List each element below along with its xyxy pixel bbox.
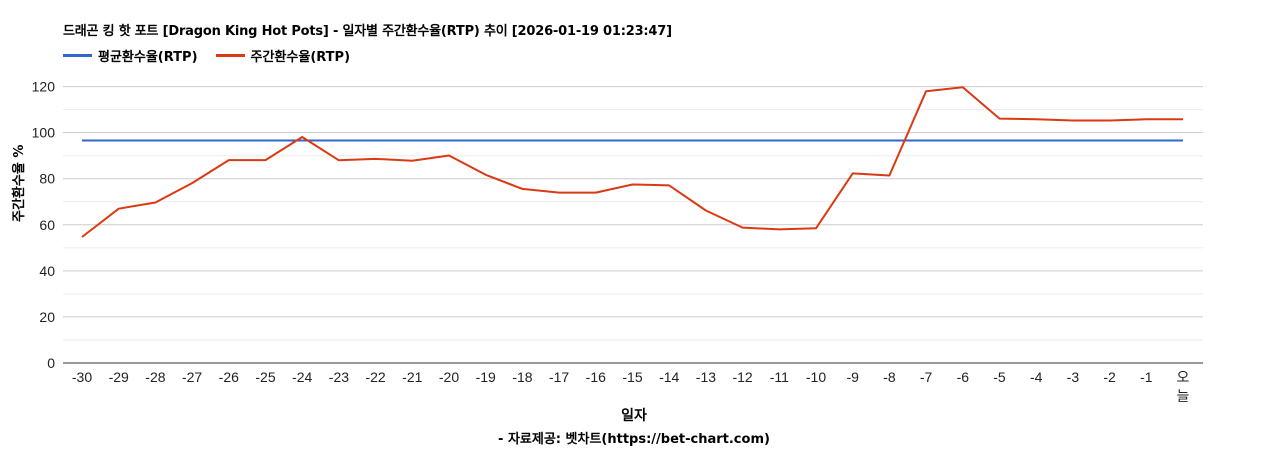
x-tick-label: -19	[476, 369, 496, 385]
legend-label-average: 평균환수율(RTP)	[98, 50, 198, 65]
x-tick-label: -30	[72, 369, 92, 385]
x-tick-label: -22	[365, 369, 385, 385]
legend-item-weekly[interactable]: 주간환수율(RTP)	[215, 46, 351, 65]
x-tick-label: -26	[219, 369, 239, 385]
x-tick-label: -15	[622, 369, 642, 385]
x-tick-label: -12	[732, 369, 752, 385]
legend-swatch-weekly	[215, 54, 245, 57]
x-tick-label: -29	[109, 369, 129, 385]
x-tick-label: -10	[806, 369, 826, 385]
x-tick-label: -25	[255, 369, 275, 385]
legend-item-average[interactable]: 평균환수율(RTP)	[63, 46, 198, 65]
y-tick-label: 40	[39, 263, 55, 279]
x-tick-label: -5	[993, 369, 1006, 385]
y-tick-label: 0	[47, 355, 55, 371]
y-tick-label: 20	[39, 309, 55, 325]
x-tick-label: -1	[1140, 369, 1153, 385]
data-source-credit: - 자료제공: 벳차트(https://bet-chart.com)	[498, 432, 770, 447]
x-tick-label: -16	[586, 369, 606, 385]
x-tick-label: -17	[549, 369, 569, 385]
legend-label-weekly: 주간환수율(RTP)	[250, 50, 351, 65]
x-tick-label: -24	[292, 369, 312, 385]
x-tick-label: -11	[770, 369, 789, 385]
chart-legend: 평균환수율(RTP) 주간환수율(RTP)	[63, 46, 368, 65]
y-tick-label: 120	[32, 79, 56, 95]
x-tick-label: -27	[182, 369, 202, 385]
x-tick-label: 늘	[1177, 388, 1190, 404]
x-tick-label: -28	[145, 369, 165, 385]
x-tick-label: 오	[1177, 369, 1190, 385]
chart-title: 드래곤 킹 핫 포트 [Dragon King Hot Pots] - 일자별 …	[63, 24, 672, 39]
x-tick-label: -9	[846, 369, 859, 385]
x-tick-label: -20	[439, 369, 459, 385]
x-tick-label: -23	[329, 369, 349, 385]
y-tick-label: 60	[39, 217, 55, 233]
x-tick-label: -3	[1067, 369, 1080, 385]
y-tick-label: 80	[39, 171, 55, 187]
x-tick-label: -21	[402, 369, 422, 385]
x-tick-label: -7	[920, 369, 933, 385]
x-tick-label: -6	[957, 369, 970, 385]
x-tick-label: -18	[512, 369, 532, 385]
x-axis-label: 일자	[621, 408, 647, 424]
weekly-rtp-line[interactable]	[81, 86, 1183, 238]
x-tick-label: -4	[1030, 369, 1043, 385]
y-tick-label: 100	[32, 125, 56, 141]
x-tick-label: -13	[696, 369, 716, 385]
x-tick-label: -8	[883, 369, 896, 385]
x-tick-label: -14	[659, 369, 679, 385]
y-axis-label: 주간환수율 %	[12, 144, 27, 222]
legend-swatch-average	[63, 54, 92, 57]
x-tick-label: -2	[1103, 369, 1116, 385]
